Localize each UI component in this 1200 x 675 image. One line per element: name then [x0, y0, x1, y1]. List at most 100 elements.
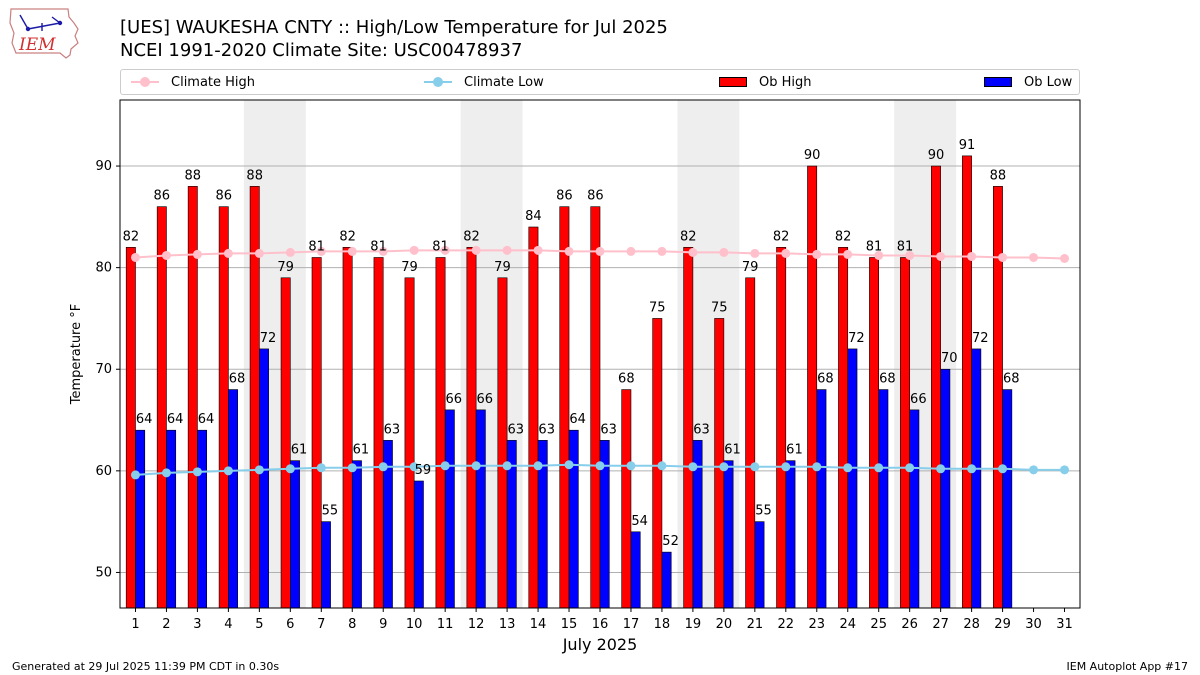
legend-item-climate-low: Climate Low [424, 70, 544, 94]
ob-low-bar [723, 460, 734, 609]
ob-high-bar [931, 165, 941, 609]
ob-high-bar [497, 277, 508, 609]
climate-low-point [595, 461, 605, 471]
climate-high-point [874, 250, 884, 260]
climate-high-swatch [131, 76, 159, 88]
x-tick-label: 10 [406, 617, 423, 632]
ob-high-bar [776, 247, 787, 609]
ob-low-label: 63 [693, 422, 710, 437]
climate-low-point [719, 462, 729, 472]
ob-low-label: 61 [724, 443, 741, 458]
climate-low-point [471, 461, 481, 471]
climate-low-point [316, 463, 326, 473]
ob-high-label: 91 [959, 138, 976, 153]
ob-low-label: 59 [415, 463, 432, 478]
x-tick-label: 30 [1025, 617, 1042, 632]
ob-low-bar [816, 389, 827, 609]
ob-low-bar [444, 409, 455, 609]
ob-high-label: 86 [154, 189, 171, 204]
ob-low-bar [197, 429, 208, 609]
ob-high-label: 90 [804, 148, 821, 163]
climate-low-point [781, 462, 791, 472]
ob-high-label: 84 [525, 209, 542, 224]
climate-low-point [1029, 465, 1039, 475]
x-axis-label: July 2025 [562, 635, 638, 654]
climate-high-point [812, 249, 822, 259]
climate-high-point [1029, 252, 1039, 262]
ob-low-label: 63 [384, 422, 401, 437]
ob-high-label: 86 [556, 189, 573, 204]
ob-high-label: 75 [649, 300, 666, 315]
ob-high-bar [559, 206, 570, 609]
climate-high-point [409, 245, 419, 255]
climate-high-point [223, 248, 233, 258]
climate-low-point [657, 461, 667, 471]
x-tick-label: 16 [592, 617, 609, 632]
ob-high-bar [280, 277, 291, 609]
climate-low-point [192, 467, 202, 477]
ob-low-label: 72 [972, 331, 989, 346]
climate-low-point [130, 470, 140, 480]
ob-low-label: 63 [600, 422, 617, 437]
climate-low-point [502, 461, 512, 471]
climate-low-point [688, 462, 698, 472]
ob-high-label: 82 [123, 229, 140, 244]
climate-high-point [657, 246, 667, 256]
x-tick-label: 26 [901, 617, 918, 632]
x-tick-label: 14 [530, 617, 547, 632]
climate-high-point [905, 250, 915, 260]
climate-high-point [719, 247, 729, 257]
ob-low-bar [630, 531, 641, 609]
climate-high-point [626, 246, 636, 256]
ob-low-bar [320, 521, 331, 609]
climate-low-point [533, 461, 543, 471]
ob-high-label: 86 [587, 189, 604, 204]
ob-low-label: 55 [322, 504, 339, 519]
ob-low-bar [661, 551, 672, 609]
ob-high-bar [342, 247, 353, 609]
x-tick-label: 21 [747, 617, 764, 632]
ob-high-label: 81 [370, 239, 387, 254]
ob-low-label: 68 [1003, 372, 1020, 387]
climate-low-point [750, 462, 760, 472]
ob-low-bar [847, 348, 858, 609]
ob-high-label: 82 [835, 229, 852, 244]
x-tick-label: 28 [963, 617, 980, 632]
y-tick-label: 80 [95, 261, 112, 276]
ob-low-bar [971, 348, 982, 609]
x-tick-label: 2 [162, 617, 170, 632]
legend-item-ob-high: Ob High [719, 70, 812, 94]
ob-low-label: 66 [477, 392, 494, 407]
x-tick-label: 8 [348, 617, 356, 632]
ob-low-bar [166, 429, 177, 609]
ob-low-bar [475, 409, 486, 609]
ob-low-label: 64 [198, 412, 215, 427]
climate-low-point [905, 463, 915, 473]
ob-low-label: 55 [755, 504, 772, 519]
climate-high-point [440, 245, 450, 255]
ob-high-bar [683, 247, 694, 609]
ob-high-bar [311, 257, 322, 609]
ob-high-label: 81 [308, 239, 325, 254]
ob-high-label: 82 [463, 229, 480, 244]
climate-high-point [781, 248, 791, 258]
climate-high-point [533, 245, 543, 255]
legend-label-ob-low: Ob Low [1024, 74, 1073, 90]
climate-low-point [378, 462, 388, 472]
climate-high-point [130, 252, 140, 262]
ob-high-label: 68 [618, 372, 635, 387]
ob-high-bar [528, 226, 539, 609]
x-tick-label: 12 [468, 617, 485, 632]
ob-high-bar [590, 206, 601, 609]
chart-subtitle: NCEI 1991-2020 Climate Site: USC00478937 [120, 40, 523, 61]
ob-high-label: 88 [185, 168, 202, 183]
x-tick-label: 31 [1056, 617, 1073, 632]
ob-high-bar [621, 389, 632, 609]
climate-low-point [409, 462, 419, 472]
ob-low-bar [568, 429, 579, 609]
ob-low-label: 64 [569, 412, 586, 427]
ob-high-bar [187, 186, 198, 609]
legend-label-climate-low: Climate Low [464, 74, 544, 90]
ob-high-label: 81 [866, 239, 883, 254]
climate-low-point [223, 466, 233, 476]
